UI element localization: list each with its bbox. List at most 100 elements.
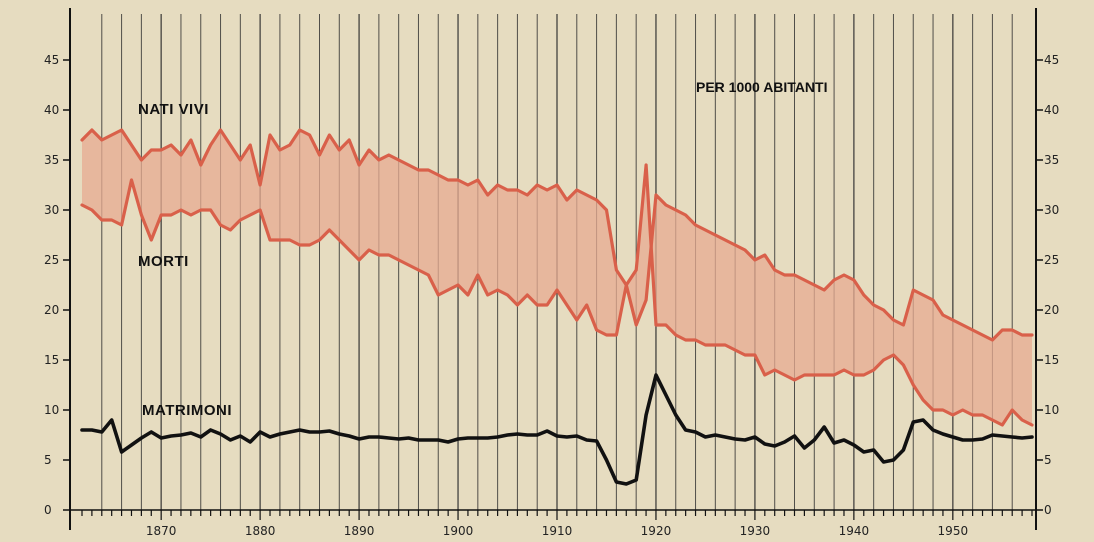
y-tick-label-right: 40 <box>1044 103 1059 117</box>
data-point-matrimoni <box>605 459 607 461</box>
data-point-nati-vivi <box>269 134 271 136</box>
data-point-nati-vivi <box>259 184 261 186</box>
data-point-matrimoni <box>754 436 756 438</box>
y-tick-label-left: 35 <box>44 153 59 167</box>
data-point-morti <box>991 419 993 421</box>
data-point-matrimoni <box>734 438 736 440</box>
data-point-nati-vivi <box>645 299 647 301</box>
axes: 0 0 5 5 10 10 15 15 20 20 25 25 30 30 35 35 40 40 45 45 1870… <box>44 8 1059 538</box>
data-point-morti <box>1021 419 1023 421</box>
y-tick-label-left: 30 <box>44 203 59 217</box>
data-point-nati-vivi <box>328 134 330 136</box>
data-point-matrimoni <box>744 439 746 441</box>
data-point-matrimoni <box>971 439 973 441</box>
data-point-nati-vivi <box>793 274 795 276</box>
data-point-nati-vivi <box>91 129 93 131</box>
unit-note: PER 1000 ABITANTI <box>696 79 827 95</box>
data-point-nati-vivi <box>368 149 370 151</box>
data-point-morti <box>209 209 211 211</box>
data-point-morti <box>942 409 944 411</box>
data-point-nati-vivi <box>704 229 706 231</box>
data-point-nati-vivi <box>863 294 865 296</box>
data-point-matrimoni <box>526 434 528 436</box>
data-point-matrimoni <box>130 444 132 446</box>
y-tick-label-right: 30 <box>1044 203 1059 217</box>
data-point-matrimoni <box>348 435 350 437</box>
data-point-nati-vivi <box>615 269 617 271</box>
data-point-matrimoni <box>1021 437 1023 439</box>
data-point-morti <box>200 209 202 211</box>
data-point-matrimoni <box>803 447 805 449</box>
data-point-matrimoni <box>229 439 231 441</box>
data-point-matrimoni <box>922 419 924 421</box>
data-point-matrimoni <box>140 437 142 439</box>
data-point-morti <box>447 289 449 291</box>
data-point-matrimoni <box>952 436 954 438</box>
data-point-matrimoni <box>378 436 380 438</box>
data-point-morti <box>259 209 261 211</box>
data-point-matrimoni <box>279 433 281 435</box>
data-point-morti <box>981 414 983 416</box>
data-point-morti <box>457 284 459 286</box>
data-point-morti <box>487 294 489 296</box>
data-point-nati-vivi <box>853 279 855 281</box>
x-tick-label: 1890 <box>344 524 375 538</box>
y-tick-label-right: 5 <box>1044 453 1052 467</box>
data-point-morti <box>111 219 113 221</box>
data-point-nati-vivi <box>991 339 993 341</box>
data-point-matrimoni <box>665 394 667 396</box>
data-point-nati-vivi <box>378 159 380 161</box>
data-point-nati-vivi <box>764 254 766 256</box>
data-point-matrimoni <box>1011 436 1013 438</box>
data-point-nati-vivi <box>932 299 934 301</box>
data-point-nati-vivi <box>902 324 904 326</box>
data-point-matrimoni <box>566 436 568 438</box>
data-point-matrimoni <box>239 435 241 437</box>
data-point-morti <box>378 254 380 256</box>
data-point-matrimoni <box>981 438 983 440</box>
data-point-morti <box>873 369 875 371</box>
nati-morti-band <box>82 130 1032 425</box>
data-point-morti <box>130 179 132 181</box>
data-point-morti <box>912 384 914 386</box>
data-point-matrimoni <box>714 434 716 436</box>
data-point-morti <box>120 224 122 226</box>
data-point-morti <box>754 354 756 356</box>
data-point-matrimoni <box>328 430 330 432</box>
data-point-matrimoni <box>536 434 538 436</box>
data-point-nati-vivi <box>477 179 479 181</box>
data-point-morti <box>308 244 310 246</box>
data-point-nati-vivi <box>299 129 301 131</box>
data-point-nati-vivi <box>101 139 103 141</box>
data-point-nati-vivi <box>873 304 875 306</box>
data-point-nati-vivi <box>774 269 776 271</box>
data-point-morti <box>576 319 578 321</box>
data-point-morti <box>91 209 93 211</box>
data-point-nati-vivi <box>427 169 429 171</box>
data-point-nati-vivi <box>892 319 894 321</box>
data-point-nati-vivi <box>586 194 588 196</box>
data-point-matrimoni <box>991 434 993 436</box>
data-point-morti <box>358 259 360 261</box>
data-point-morti <box>665 324 667 326</box>
data-point-matrimoni <box>843 439 845 441</box>
data-point-nati-vivi <box>516 189 518 191</box>
y-tick-label-right: 45 <box>1044 53 1059 67</box>
x-tick-label: 1900 <box>443 524 474 538</box>
data-point-nati-vivi <box>239 159 241 161</box>
data-point-nati-vivi <box>694 224 696 226</box>
data-point-nati-vivi <box>487 194 489 196</box>
data-point-nati-vivi <box>437 174 439 176</box>
data-point-morti <box>813 374 815 376</box>
data-point-matrimoni <box>219 433 221 435</box>
data-point-morti <box>81 204 83 206</box>
data-point-morti <box>546 304 548 306</box>
data-point-nati-vivi <box>576 189 578 191</box>
y-tick-label-right: 10 <box>1044 403 1059 417</box>
data-point-nati-vivi <box>1011 329 1013 331</box>
y-tick-label-right: 35 <box>1044 153 1059 167</box>
data-point-matrimoni <box>427 439 429 441</box>
data-point-morti <box>803 374 805 376</box>
data-point-matrimoni <box>120 451 122 453</box>
data-point-morti <box>635 269 637 271</box>
